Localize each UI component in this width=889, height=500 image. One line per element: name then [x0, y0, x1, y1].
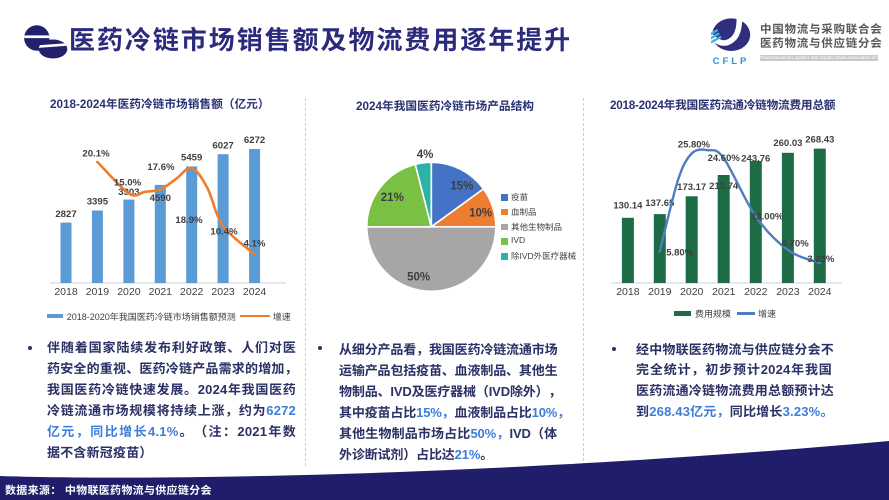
svg-text:2020: 2020 — [117, 286, 141, 298]
svg-text:2024: 2024 — [243, 286, 267, 298]
svg-text:3.23%: 3.23% — [807, 254, 834, 265]
svg-text:24.60%: 24.60% — [708, 153, 741, 164]
svg-text:20.1%: 20.1% — [82, 149, 110, 160]
svg-text:5.80%: 5.80% — [666, 247, 693, 258]
svg-text:130.14: 130.14 — [613, 200, 643, 211]
svg-text:173.17: 173.17 — [677, 182, 706, 193]
svg-text:243.76: 243.76 — [741, 153, 770, 164]
svg-text:15.0%: 15.0% — [114, 178, 142, 189]
svg-text:2018: 2018 — [616, 286, 640, 298]
svg-text:2024: 2024 — [808, 286, 832, 298]
svg-text:4%: 4% — [417, 149, 434, 161]
svg-text:3395: 3395 — [87, 197, 109, 208]
svg-text:6.70%: 6.70% — [782, 238, 809, 249]
svg-text:260.03: 260.03 — [773, 138, 802, 149]
svg-text:2022: 2022 — [744, 286, 768, 298]
svg-text:2019: 2019 — [648, 286, 672, 298]
svg-text:10%: 10% — [469, 208, 492, 220]
svg-text:215.74: 215.74 — [709, 181, 739, 192]
svg-text:10.4%: 10.4% — [210, 227, 238, 238]
svg-text:2018: 2018 — [54, 286, 78, 298]
svg-text:137.65: 137.65 — [645, 198, 675, 209]
svg-text:18.9%: 18.9% — [175, 215, 203, 226]
svg-text:13.00%: 13.00% — [751, 211, 784, 222]
svg-text:4590: 4590 — [150, 193, 171, 204]
svg-text:2021: 2021 — [149, 286, 173, 298]
svg-text:6272: 6272 — [244, 135, 265, 146]
svg-text:2023: 2023 — [211, 286, 235, 298]
svg-text:2019: 2019 — [86, 286, 110, 298]
svg-text:50%: 50% — [407, 272, 430, 284]
svg-text:2827: 2827 — [55, 209, 76, 220]
svg-text:25.80%: 25.80% — [678, 139, 711, 150]
svg-text:2023: 2023 — [776, 286, 800, 298]
svg-text:2022: 2022 — [180, 286, 204, 298]
svg-text:6027: 6027 — [212, 140, 233, 151]
svg-text:2021: 2021 — [712, 286, 736, 298]
svg-text:15%: 15% — [450, 181, 473, 193]
svg-text:21%: 21% — [381, 192, 404, 204]
svg-text:268.43: 268.43 — [805, 135, 834, 146]
svg-text:17.6%: 17.6% — [147, 162, 175, 173]
svg-text:2020: 2020 — [680, 286, 704, 298]
svg-text:5459: 5459 — [181, 153, 202, 164]
svg-text:4.1%: 4.1% — [244, 239, 266, 250]
